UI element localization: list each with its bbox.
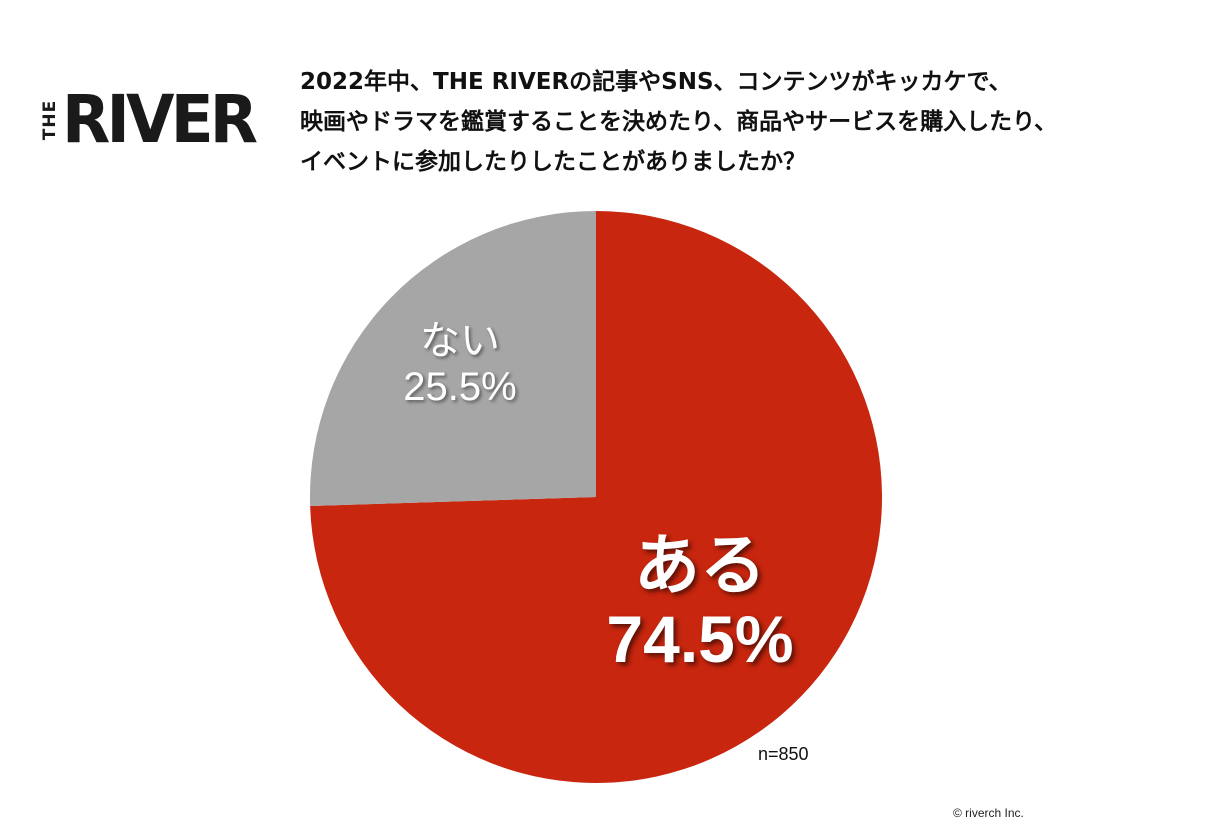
pie-slice-aru [310,211,883,783]
chart-title: 2022年中、THE RIVERの記事やSNS、コンテンツがキッカケで、 映画や… [300,62,1200,182]
slice-label-aru-name: ある [634,528,766,602]
the-river-logo: THE RIVER [40,81,285,158]
slice-label-nai-value: 25.5% [403,365,517,409]
slice-label-nai: ない 25.5% [360,318,560,410]
slice-label-nai-name: ない [420,319,500,363]
pie-slice-nai [310,211,596,506]
slice-label-aru-value: 74.5% [606,602,794,676]
sample-size-label: n=850 [758,744,809,764]
slice-label-aru: ある 74.5% [560,528,840,676]
title-line-3: イベントに参加したりしたことがありましたか？ [300,149,806,175]
copyright-text: © riverch Inc. [953,806,1024,820]
logo-river-text: RIVER [62,81,258,158]
title-line-1: 2022年中、THE RIVERの記事やSNS、コンテンツがキッカケで、 [300,69,1012,95]
title-line-2: 映画やドラマを鑑賞することを決めたり、商品やサービスを購入したり、 [300,109,1058,135]
